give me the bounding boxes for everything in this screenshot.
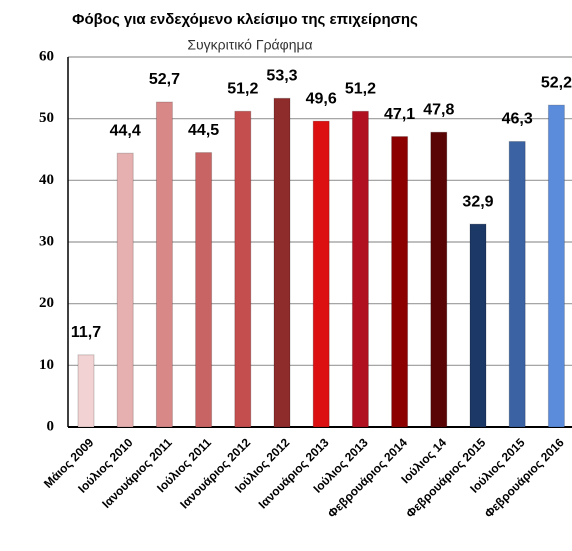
bar (469, 223, 487, 428)
value-label: 11,7 (71, 324, 101, 341)
value-label: 51,2 (345, 80, 376, 97)
value-label: 49,6 (306, 90, 337, 107)
y-tick-label: 0 (47, 418, 55, 434)
value-label: 46,3 (502, 111, 533, 128)
value-label: 44,4 (110, 122, 141, 139)
bar (430, 131, 448, 428)
bar (312, 120, 330, 428)
y-tick-label: 30 (39, 233, 54, 249)
y-tick-label: 40 (39, 172, 54, 188)
bar (351, 110, 369, 428)
value-label: 53,3 (266, 68, 297, 85)
x-tick-label: Ιανουάριος 2013 (256, 435, 332, 511)
bar (508, 140, 526, 428)
bar (273, 97, 291, 428)
bar (391, 136, 409, 428)
bar (195, 152, 213, 428)
y-tick-label: 20 (39, 295, 54, 311)
bar (234, 110, 252, 428)
value-label: 52,7 (149, 71, 180, 88)
bar (547, 104, 565, 428)
value-label: 32,9 (462, 193, 493, 210)
value-label: 47,8 (423, 101, 454, 118)
y-tick-label: 60 (39, 48, 54, 64)
x-tick-label: Ιανουάριος 2011 (99, 435, 175, 511)
y-tick-label: 50 (39, 110, 54, 126)
value-label: 52,2 (541, 74, 572, 91)
value-label: 47,1 (384, 106, 415, 123)
value-label: 51,2 (227, 80, 258, 97)
chart-title: Φόβος για ενδεχόμενο κλείσιμο της επιχεί… (72, 11, 418, 28)
chart-subtitle: Συγκριτικό Γράφημα (187, 37, 312, 53)
value-label: 44,5 (188, 122, 219, 139)
bar (116, 152, 134, 428)
x-tick-label: Ιανουάριος 2012 (177, 435, 253, 511)
y-tick-label: 10 (39, 357, 54, 373)
bar (77, 354, 95, 428)
bar (155, 101, 173, 428)
